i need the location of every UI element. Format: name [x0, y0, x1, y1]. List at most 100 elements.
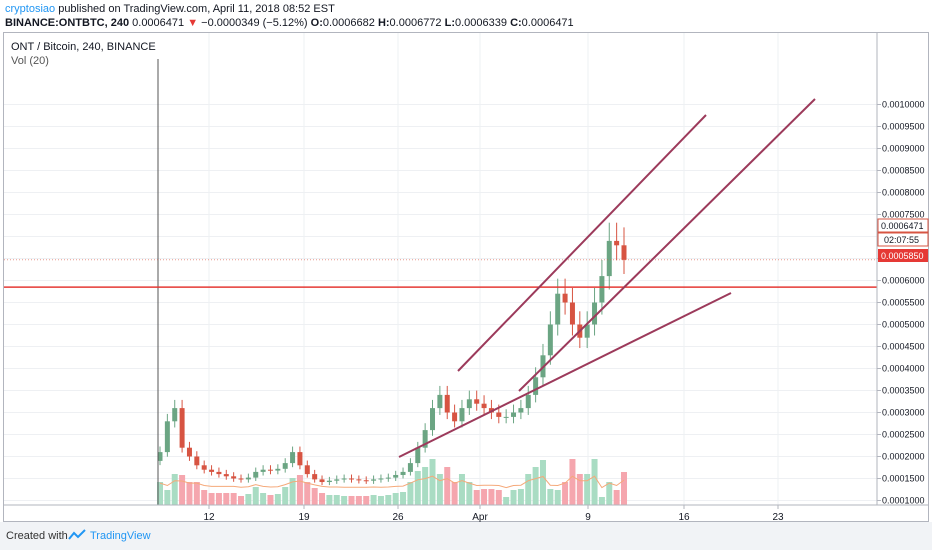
volume-bar	[591, 459, 598, 505]
candle-body	[179, 408, 185, 448]
volume-bar	[481, 489, 488, 505]
candle-body	[378, 478, 384, 480]
candle-body	[194, 456, 200, 466]
low-label: L:	[444, 17, 455, 29]
volume-bar	[451, 482, 458, 505]
published-text: published on TradingView.com, April 11, …	[55, 3, 335, 15]
volume-bars	[157, 459, 627, 505]
candle-body	[407, 463, 413, 472]
volume-bar	[606, 482, 613, 505]
volume-bar	[377, 496, 384, 505]
candle-body	[304, 465, 310, 475]
price-chart[interactable]: 0.0001000 0.0001500 0.0002000 0.0002500 0.00…	[0, 0, 932, 522]
candle-body	[518, 408, 524, 413]
publish-header: cryptosiao published on TradingView.com,…	[0, 0, 932, 32]
candle-body	[253, 471, 259, 478]
volume-bar	[252, 487, 259, 505]
volume-bar	[532, 467, 539, 505]
candle-body	[312, 474, 318, 480]
candle-body	[533, 377, 539, 395]
high-value: 0.0006772	[389, 17, 442, 29]
volume-bar	[355, 496, 362, 505]
candle-body	[525, 394, 531, 409]
author-link[interactable]: cryptosiao	[5, 3, 56, 15]
candle-body	[334, 479, 340, 481]
candle-body	[599, 276, 605, 303]
publish-line: cryptosiao published on TradingView.com,…	[5, 3, 335, 15]
line-price-tag-text: 0.0005850	[881, 251, 924, 261]
price-tags: 0.0006471 02:07:55 0.0005850	[877, 218, 929, 262]
volume-bar	[436, 474, 443, 505]
candle-body	[503, 416, 509, 418]
candle-body	[555, 293, 561, 325]
symbol-label: BINANCE:ONTBTC, 240	[5, 17, 130, 29]
price-tick-label: 0.0005000	[882, 320, 925, 330]
price-tick-label: 0.0010000	[882, 100, 925, 110]
candle-body	[437, 394, 443, 409]
time-tick-label: Apr	[472, 512, 488, 522]
candle-body	[260, 469, 266, 472]
volume-bar	[223, 493, 230, 505]
high-label: H:	[377, 17, 390, 29]
price-tick-label: 0.0009500	[882, 122, 925, 132]
candle-body	[459, 408, 465, 422]
countdown-tag-text: 02:07:55	[884, 235, 919, 245]
candle-body	[238, 478, 244, 480]
candle-body	[400, 471, 406, 475]
volume-bar	[289, 478, 296, 505]
candle-body	[511, 412, 517, 417]
volume-bar	[201, 490, 208, 505]
volume-bar	[171, 474, 178, 505]
volume-bar	[186, 482, 193, 505]
candle-body	[186, 447, 192, 457]
candle-body	[415, 447, 421, 464]
candle-body	[452, 412, 458, 422]
volume-bar	[274, 494, 281, 505]
volume-bar	[363, 496, 370, 505]
price-tick-label: 0.0008000	[882, 188, 925, 198]
price-tick-label: 0.0003500	[882, 386, 925, 396]
candle-body	[290, 452, 296, 464]
candle-body	[547, 324, 553, 356]
candle-body	[606, 240, 612, 277]
time-tick-label: 12	[203, 512, 215, 522]
series-legend: ONT / Bitcoin, 240, BINANCE	[11, 41, 156, 53]
volume-bar	[488, 489, 495, 505]
volume-bar	[569, 459, 576, 505]
volume-bar	[385, 495, 392, 505]
volume-bar	[444, 467, 451, 505]
volume-bar	[562, 482, 569, 505]
volume-bar	[392, 493, 399, 505]
volume-bar	[503, 497, 510, 505]
candle-body	[326, 480, 332, 483]
chart-grid	[4, 33, 877, 505]
price-tick-label: 0.0003000	[882, 408, 925, 418]
volume-bar	[164, 490, 171, 505]
volume-ma-line	[159, 475, 625, 489]
volume-bar	[311, 488, 318, 505]
price-tick-label: 0.0002000	[882, 452, 925, 462]
created-with-text: Created with	[6, 530, 68, 542]
volume-bar	[422, 467, 429, 505]
candle-body	[172, 408, 178, 422]
candle-body	[282, 463, 288, 469]
tradingview-logo-icon	[68, 529, 86, 540]
candle-body	[275, 468, 281, 471]
last-price-tag-text: 0.0006471	[881, 221, 924, 231]
time-axis: 12 19 26 Apr 9 16 23	[203, 505, 784, 522]
time-tick-label: 9	[585, 512, 591, 522]
price-axis: 0.0001000 0.0001500 0.0002000 0.0002500 0.00…	[877, 100, 925, 506]
volume-bar	[466, 482, 473, 505]
ohlc-line: BINANCE:ONTBTC, 240 0.0006471 ▼ −0.00003…	[5, 17, 574, 29]
volume-bar	[525, 474, 532, 505]
volume-bar	[598, 497, 605, 505]
volume-bar	[576, 474, 583, 505]
volume-bar	[341, 496, 348, 505]
price-tick-label: 0.0006000	[882, 276, 925, 286]
candle-body	[356, 479, 362, 481]
candle-body	[393, 474, 399, 478]
volume-bar	[473, 490, 480, 505]
candle-body	[319, 479, 325, 483]
last-price: 0.0006471	[132, 17, 185, 29]
tradingview-brand-link[interactable]: TradingView	[90, 530, 151, 542]
